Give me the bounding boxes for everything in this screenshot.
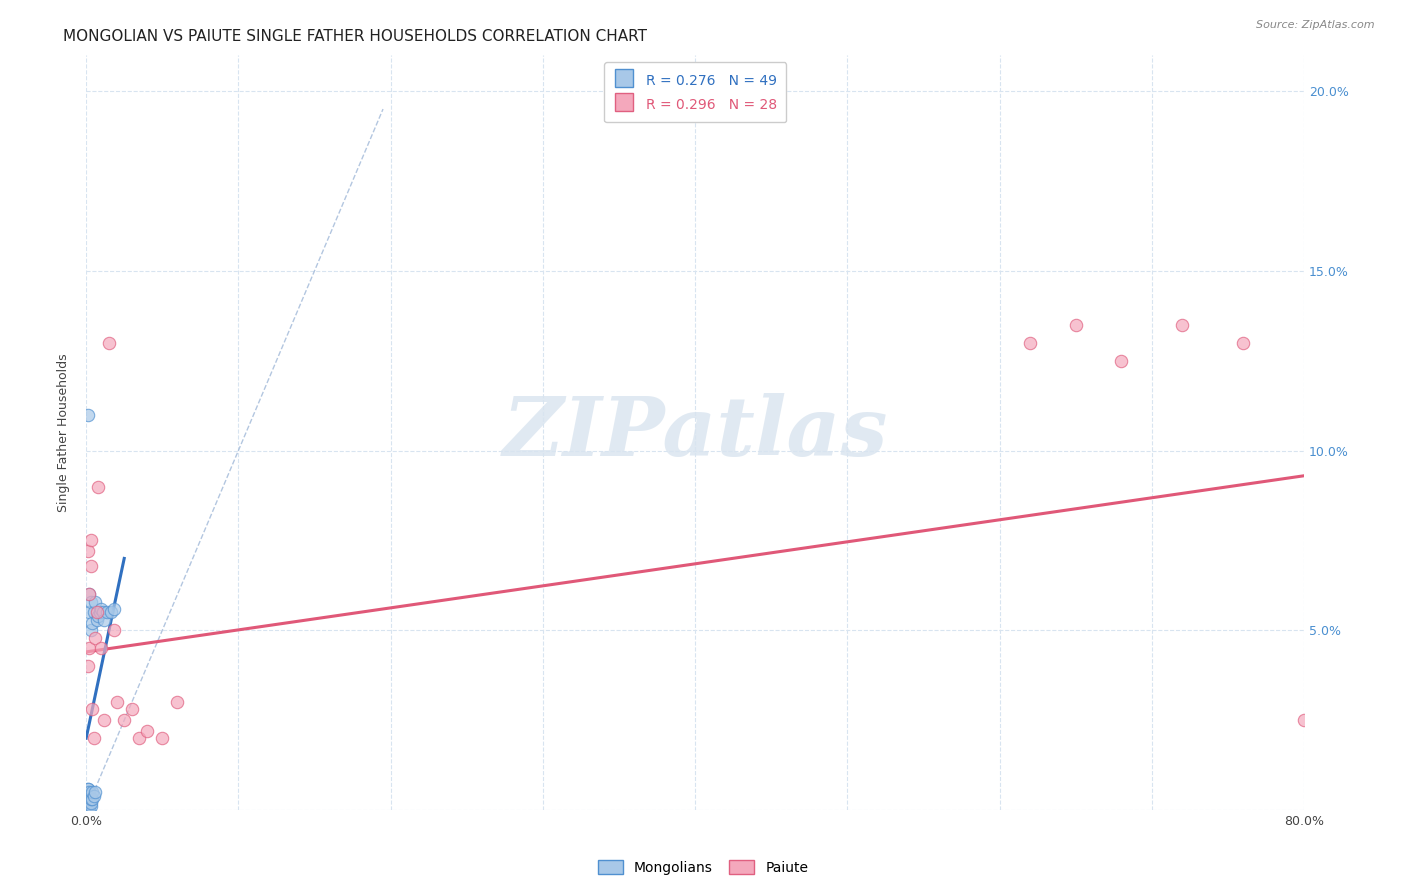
Point [82,702,104,716]
Point [80,624,103,638]
Point [112,713,135,727]
Point [76,799,98,814]
Point [150,731,173,746]
Point [80,594,103,608]
Point [98,335,121,350]
Point [91,605,114,619]
Point [77,803,100,817]
Point [76,544,98,558]
Y-axis label: Single Father Households: Single Father Households [58,353,70,512]
Point [76,659,98,673]
Point [77,792,100,806]
Point [1064,318,1087,332]
Text: MONGOLIAN VS PAIUTE SINGLE FATHER HOUSEHOLDS CORRELATION CHART: MONGOLIAN VS PAIUTE SINGLE FATHER HOUSEH… [63,29,647,45]
Point [100,605,122,619]
Point [93,613,115,627]
Point [136,723,159,738]
Text: ZIPatlas: ZIPatlas [502,392,887,473]
Point [1232,335,1254,350]
Point [80,796,103,810]
Point [77,785,100,799]
Point [76,792,98,806]
Point [84,785,107,799]
Point [76,789,98,803]
Point [76,799,98,814]
Point [76,803,98,817]
Point [90,601,112,615]
Point [1171,318,1194,332]
Point [93,713,115,727]
Point [77,587,100,601]
Point [77,796,100,810]
Point [80,792,103,806]
Point [80,558,103,573]
Point [1019,335,1042,350]
Point [1294,713,1316,727]
Point [76,781,98,796]
Point [83,605,105,619]
Point [89,605,111,619]
Legend: Mongolians, Paiute: Mongolians, Paiute [592,855,814,880]
Point [82,616,104,631]
Point [77,799,100,814]
Point [76,799,98,814]
Point [76,803,98,817]
Point [121,702,143,716]
Point [87,479,110,493]
Point [76,796,98,810]
Point [82,792,104,806]
Point [86,613,108,627]
Point [76,796,98,810]
Point [90,641,112,656]
Point [77,587,100,601]
Point [76,408,98,422]
Point [77,641,100,656]
Point [105,695,128,709]
Point [76,789,98,803]
Point [76,803,98,817]
Text: Source: ZipAtlas.com: Source: ZipAtlas.com [1257,20,1375,29]
Point [84,631,107,645]
Point [103,601,125,615]
Point [76,781,98,796]
Point [76,785,98,799]
Point [80,799,103,814]
Point [80,533,103,548]
Legend: R = 0.276   N = 49, R = 0.296   N = 28: R = 0.276 N = 49, R = 0.296 N = 28 [603,62,786,122]
Point [82,785,104,799]
Point [87,609,110,624]
Point [166,695,188,709]
Point [86,605,108,619]
Point [77,789,100,803]
Point [76,792,98,806]
Point [1111,353,1133,368]
Point [84,594,107,608]
Point [76,803,98,817]
Point [76,803,98,817]
Point [76,785,98,799]
Point [83,789,105,803]
Point [128,731,150,746]
Point [77,605,100,619]
Point [76,803,98,817]
Point [103,624,125,638]
Point [96,605,118,619]
Point [83,731,105,746]
